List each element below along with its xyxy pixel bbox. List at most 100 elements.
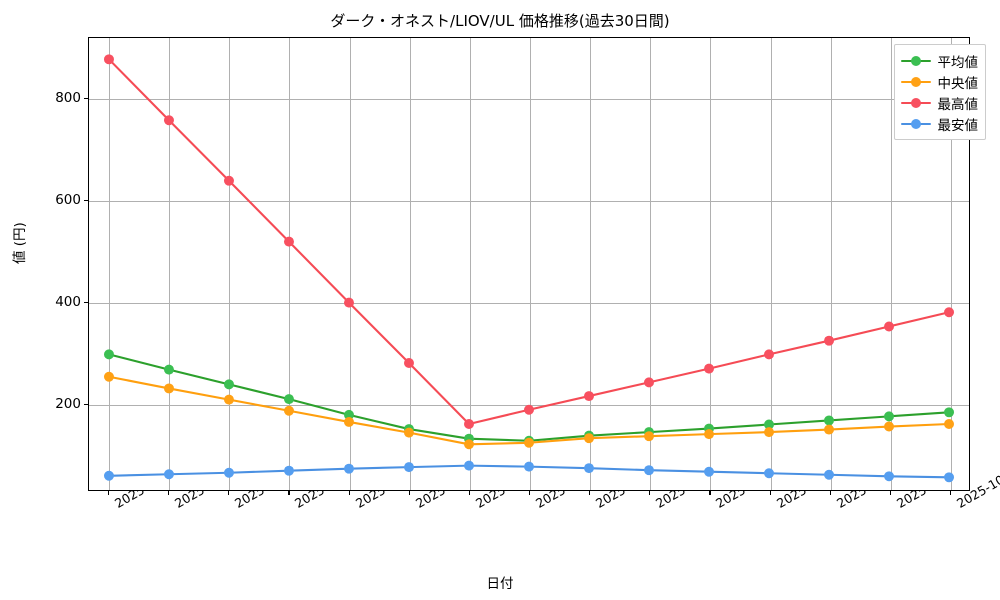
series-line bbox=[107, 58, 951, 426]
series-line bbox=[107, 353, 951, 442]
series-最安値 bbox=[103, 460, 955, 483]
gridline-vertical bbox=[229, 38, 231, 490]
data-point-marker bbox=[163, 364, 174, 375]
data-point-marker bbox=[344, 409, 354, 420]
gridline-vertical bbox=[349, 38, 351, 490]
legend-swatch-icon bbox=[900, 96, 931, 110]
data-point-marker bbox=[464, 439, 474, 450]
x-tick-mark bbox=[288, 491, 290, 495]
legend-item[interactable]: 平均値 bbox=[900, 50, 979, 71]
data-point-marker bbox=[944, 407, 955, 418]
data-point-marker bbox=[944, 472, 955, 483]
x-tick-mark bbox=[949, 491, 952, 495]
legend-label: 最安値 bbox=[937, 117, 979, 134]
x-tick-mark bbox=[529, 491, 531, 495]
gridline-vertical bbox=[710, 38, 712, 490]
data-point-marker bbox=[764, 419, 775, 430]
x-tick-mark bbox=[829, 491, 831, 495]
legend-label: 中央値 bbox=[937, 75, 979, 92]
legend-item[interactable]: 最安値 bbox=[900, 113, 979, 134]
chart-legend: 平均値中央値最高値最安値 bbox=[893, 44, 986, 140]
legend-swatch-icon bbox=[900, 75, 931, 89]
data-point-marker bbox=[103, 470, 114, 481]
data-point-marker bbox=[223, 379, 234, 390]
x-tick-mark bbox=[709, 491, 711, 495]
data-point-marker bbox=[584, 463, 594, 474]
gridline-vertical bbox=[530, 38, 531, 490]
data-point-marker bbox=[884, 411, 895, 422]
x-tick-mark bbox=[168, 491, 170, 495]
gridline-vertical bbox=[890, 38, 892, 490]
legend-item[interactable]: 最高値 bbox=[900, 92, 979, 113]
data-point-marker bbox=[103, 349, 114, 360]
data-point-marker bbox=[644, 377, 654, 388]
data-point-marker bbox=[944, 419, 955, 429]
x-tick-mark bbox=[769, 491, 771, 495]
gridline-vertical bbox=[830, 38, 832, 490]
x-tick-mark bbox=[589, 491, 591, 495]
legend-item[interactable]: 中央値 bbox=[900, 71, 979, 92]
data-point-marker bbox=[644, 465, 654, 476]
gridline-horizontal bbox=[89, 99, 969, 101]
gridline-vertical bbox=[109, 38, 111, 490]
gridline-vertical bbox=[590, 38, 592, 490]
data-point-marker bbox=[704, 466, 714, 477]
legend-swatch-icon bbox=[900, 54, 931, 68]
x-axis-label: 日付 bbox=[486, 576, 514, 592]
gridline-vertical bbox=[650, 38, 652, 490]
data-point-marker bbox=[103, 371, 114, 382]
data-point-marker bbox=[704, 363, 714, 374]
data-point-marker bbox=[824, 424, 835, 435]
data-point-marker bbox=[824, 335, 835, 346]
data-point-marker bbox=[404, 358, 414, 369]
data-point-marker bbox=[884, 321, 895, 332]
data-point-marker bbox=[824, 469, 835, 480]
gridline-vertical bbox=[289, 38, 291, 490]
data-point-marker bbox=[824, 415, 835, 426]
data-point-marker bbox=[884, 471, 895, 482]
data-point-marker bbox=[524, 404, 534, 415]
gridline-horizontal bbox=[89, 201, 969, 203]
x-tick-mark bbox=[468, 491, 470, 495]
chart-title: ダーク・オネスト/LIOV/UL 価格推移(過去30日間) bbox=[330, 12, 670, 30]
data-point-marker bbox=[223, 467, 234, 478]
legend-label: 最高値 bbox=[937, 96, 979, 113]
data-point-marker bbox=[464, 460, 474, 471]
gridline-vertical bbox=[770, 38, 772, 490]
x-tick-mark bbox=[408, 491, 410, 495]
y-tick-label: 600 bbox=[55, 192, 81, 209]
gridline-vertical bbox=[409, 38, 411, 490]
y-tick-label: 200 bbox=[55, 396, 81, 413]
legend-label: 平均値 bbox=[937, 54, 979, 71]
y-tick-label: 800 bbox=[55, 90, 81, 107]
data-point-marker bbox=[764, 468, 775, 479]
x-tick-mark bbox=[108, 491, 110, 495]
data-point-marker bbox=[764, 349, 775, 360]
x-tick-mark bbox=[649, 491, 651, 495]
plot-area bbox=[88, 37, 970, 491]
data-series-layer bbox=[103, 54, 955, 483]
data-point-marker bbox=[283, 465, 294, 476]
x-tick-mark bbox=[889, 491, 891, 495]
data-point-marker bbox=[524, 437, 534, 448]
data-point-marker bbox=[644, 431, 654, 442]
data-point-marker bbox=[704, 429, 714, 440]
data-point-marker bbox=[283, 236, 294, 247]
data-point-marker bbox=[223, 175, 234, 186]
y-tick-label: 400 bbox=[55, 294, 81, 311]
data-point-marker bbox=[584, 433, 594, 444]
gridline-vertical bbox=[469, 38, 471, 490]
data-point-marker bbox=[584, 391, 594, 402]
gridline-vertical bbox=[169, 38, 171, 490]
y-axis-label: 値 (円) bbox=[12, 222, 28, 264]
data-point-marker bbox=[944, 307, 955, 318]
data-point-marker bbox=[764, 427, 775, 438]
gridline-horizontal bbox=[89, 303, 969, 305]
data-point-marker bbox=[223, 394, 234, 405]
data-point-marker bbox=[344, 297, 354, 308]
y-tick-mark bbox=[84, 98, 88, 100]
x-tick-mark bbox=[228, 491, 230, 495]
y-tick-mark bbox=[84, 404, 88, 406]
data-point-marker bbox=[404, 427, 414, 438]
